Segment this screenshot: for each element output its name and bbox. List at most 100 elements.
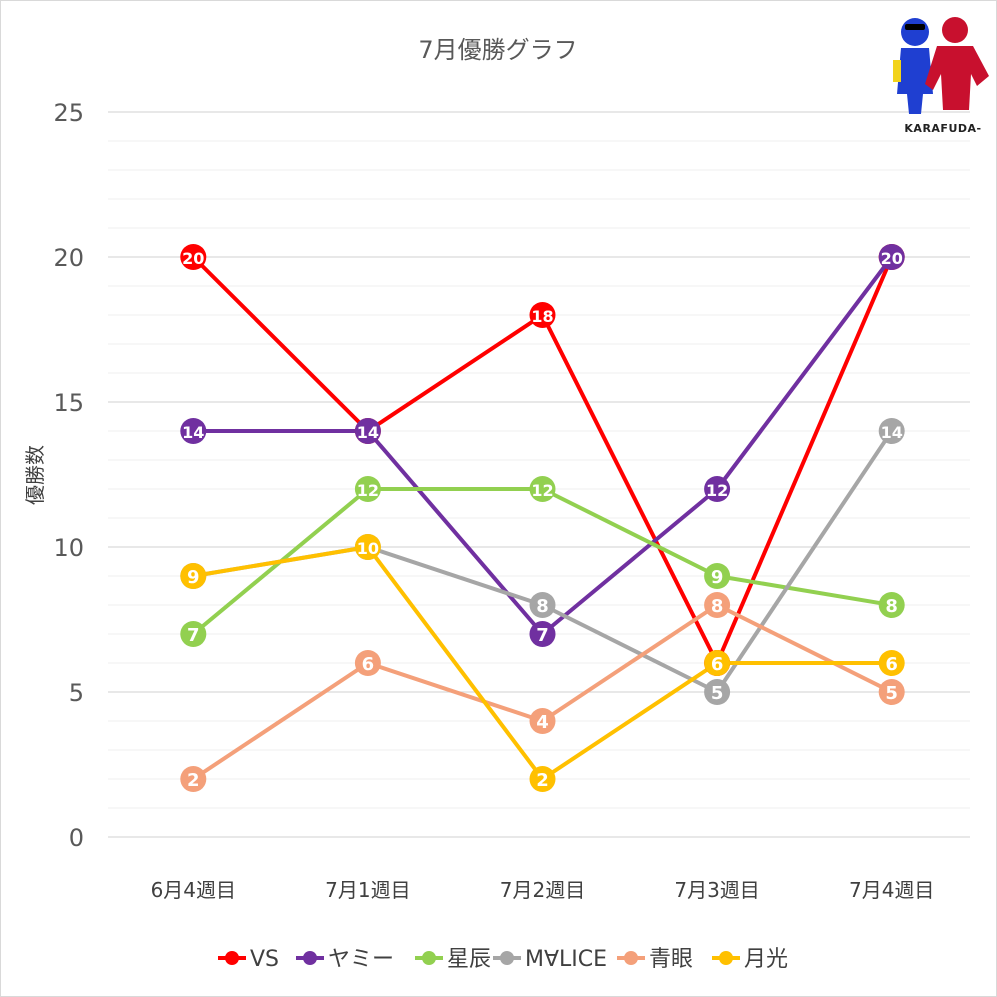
data-point: 18 bbox=[529, 302, 556, 328]
data-marker bbox=[180, 563, 207, 589]
legend-item: 星辰 bbox=[415, 947, 491, 972]
legend-item: 青眼 bbox=[617, 947, 693, 972]
y-tick-label: 15 bbox=[53, 389, 84, 417]
data-marker bbox=[529, 302, 556, 328]
data-marker bbox=[354, 650, 381, 676]
legend-item: VS bbox=[218, 947, 279, 972]
x-tick-labels: 6月4週目 7月1週目 7月2週目 7月3週目 7月4週目 bbox=[151, 878, 935, 902]
legend-label: ヤミー bbox=[328, 947, 394, 972]
x-tick-label: 7月3週目 bbox=[674, 878, 759, 902]
data-label: 14 bbox=[182, 423, 204, 442]
x-tick-label: 6月4週目 bbox=[151, 878, 236, 902]
data-marker bbox=[704, 650, 731, 676]
legend-label: 月光 bbox=[744, 947, 788, 972]
data-label: 12 bbox=[531, 481, 553, 500]
data-point: 12 bbox=[354, 476, 381, 502]
data-point: 12 bbox=[529, 476, 556, 502]
series-markers: 2014186201414712207121298910851426485910… bbox=[180, 244, 905, 792]
data-label: 20 bbox=[881, 249, 903, 268]
data-point: 6 bbox=[704, 650, 731, 676]
data-point: 5 bbox=[878, 679, 905, 705]
data-label: 6 bbox=[711, 654, 724, 675]
x-tick-label: 7月2週目 bbox=[500, 878, 585, 902]
data-point: 7 bbox=[180, 621, 207, 647]
data-marker bbox=[180, 621, 207, 647]
data-label: 20 bbox=[182, 249, 204, 268]
y-tick-label: 5 bbox=[69, 679, 84, 707]
legend-marker bbox=[500, 951, 514, 965]
series-line bbox=[191, 429, 894, 694]
x-tick-label: 7月4週目 bbox=[849, 878, 934, 902]
data-point: 12 bbox=[704, 476, 731, 502]
data-label: 4 bbox=[536, 712, 549, 733]
data-point: 6 bbox=[354, 650, 381, 676]
data-label: 8 bbox=[711, 596, 724, 617]
data-marker bbox=[529, 476, 556, 502]
data-marker bbox=[704, 592, 731, 618]
data-label: 18 bbox=[531, 307, 553, 326]
data-label: 10 bbox=[357, 539, 379, 558]
data-point: 10 bbox=[354, 534, 381, 560]
data-label: 7 bbox=[187, 625, 200, 646]
data-label: 9 bbox=[711, 567, 724, 588]
data-label: 8 bbox=[536, 596, 549, 617]
legend: VS ヤミー 星辰 M∀LICE 青眼 月光 bbox=[218, 947, 788, 972]
data-marker bbox=[354, 534, 381, 560]
data-label: 14 bbox=[357, 423, 379, 442]
y-tick-labels: 0 5 10 15 20 25 bbox=[53, 99, 84, 852]
data-marker bbox=[180, 766, 207, 792]
data-point: 14 bbox=[180, 418, 207, 444]
data-point: 20 bbox=[180, 244, 207, 270]
legend-label: 青眼 bbox=[649, 947, 693, 972]
data-point: 9 bbox=[180, 563, 207, 589]
data-marker bbox=[878, 650, 905, 676]
data-label: 2 bbox=[536, 770, 549, 791]
data-label: 6 bbox=[885, 654, 898, 675]
y-tick-label: 0 bbox=[69, 824, 84, 852]
data-marker bbox=[878, 418, 905, 444]
legend-marker bbox=[624, 951, 638, 965]
data-label: 6 bbox=[362, 654, 375, 675]
data-marker bbox=[878, 679, 905, 705]
y-tick-label: 20 bbox=[53, 244, 84, 272]
data-marker bbox=[529, 621, 556, 647]
data-point: 7 bbox=[529, 621, 556, 647]
data-marker bbox=[180, 418, 207, 444]
data-label: 5 bbox=[885, 683, 898, 704]
data-label: 5 bbox=[711, 683, 724, 704]
logo-figures-icon bbox=[893, 17, 989, 114]
data-point: 14 bbox=[878, 418, 905, 444]
data-label: 14 bbox=[881, 423, 903, 442]
data-label: 2 bbox=[187, 770, 200, 791]
data-label: 9 bbox=[187, 567, 200, 588]
data-point: 2 bbox=[529, 766, 556, 792]
legend-label: M∀LICE bbox=[525, 947, 607, 972]
legend-marker bbox=[422, 951, 436, 965]
data-point: 4 bbox=[529, 708, 556, 734]
data-marker bbox=[529, 708, 556, 734]
data-point: 8 bbox=[529, 592, 556, 618]
data-point: 14 bbox=[354, 418, 381, 444]
data-marker bbox=[180, 244, 207, 270]
legend-marker bbox=[225, 951, 239, 965]
data-label: 12 bbox=[706, 481, 728, 500]
data-marker bbox=[354, 476, 381, 502]
data-point: 20 bbox=[878, 244, 905, 270]
chart-title: 7月優勝グラフ bbox=[418, 36, 577, 64]
y-tick-label: 25 bbox=[53, 99, 84, 127]
legend-marker bbox=[303, 951, 317, 965]
legend-item: ヤミー bbox=[296, 947, 394, 972]
data-marker bbox=[704, 476, 731, 502]
data-marker bbox=[878, 592, 905, 618]
data-label: 12 bbox=[357, 481, 379, 500]
data-point: 6 bbox=[878, 650, 905, 676]
y-axis-label: 優勝数 bbox=[23, 445, 47, 505]
x-tick-label: 7月1週目 bbox=[325, 878, 410, 902]
logo-text: KARAFUDA- bbox=[904, 122, 982, 135]
karafuda-logo: KARAFUDA- bbox=[893, 14, 993, 142]
legend-label: VS bbox=[250, 947, 279, 972]
data-marker bbox=[704, 679, 731, 705]
data-marker bbox=[878, 244, 905, 270]
data-marker bbox=[354, 418, 381, 444]
